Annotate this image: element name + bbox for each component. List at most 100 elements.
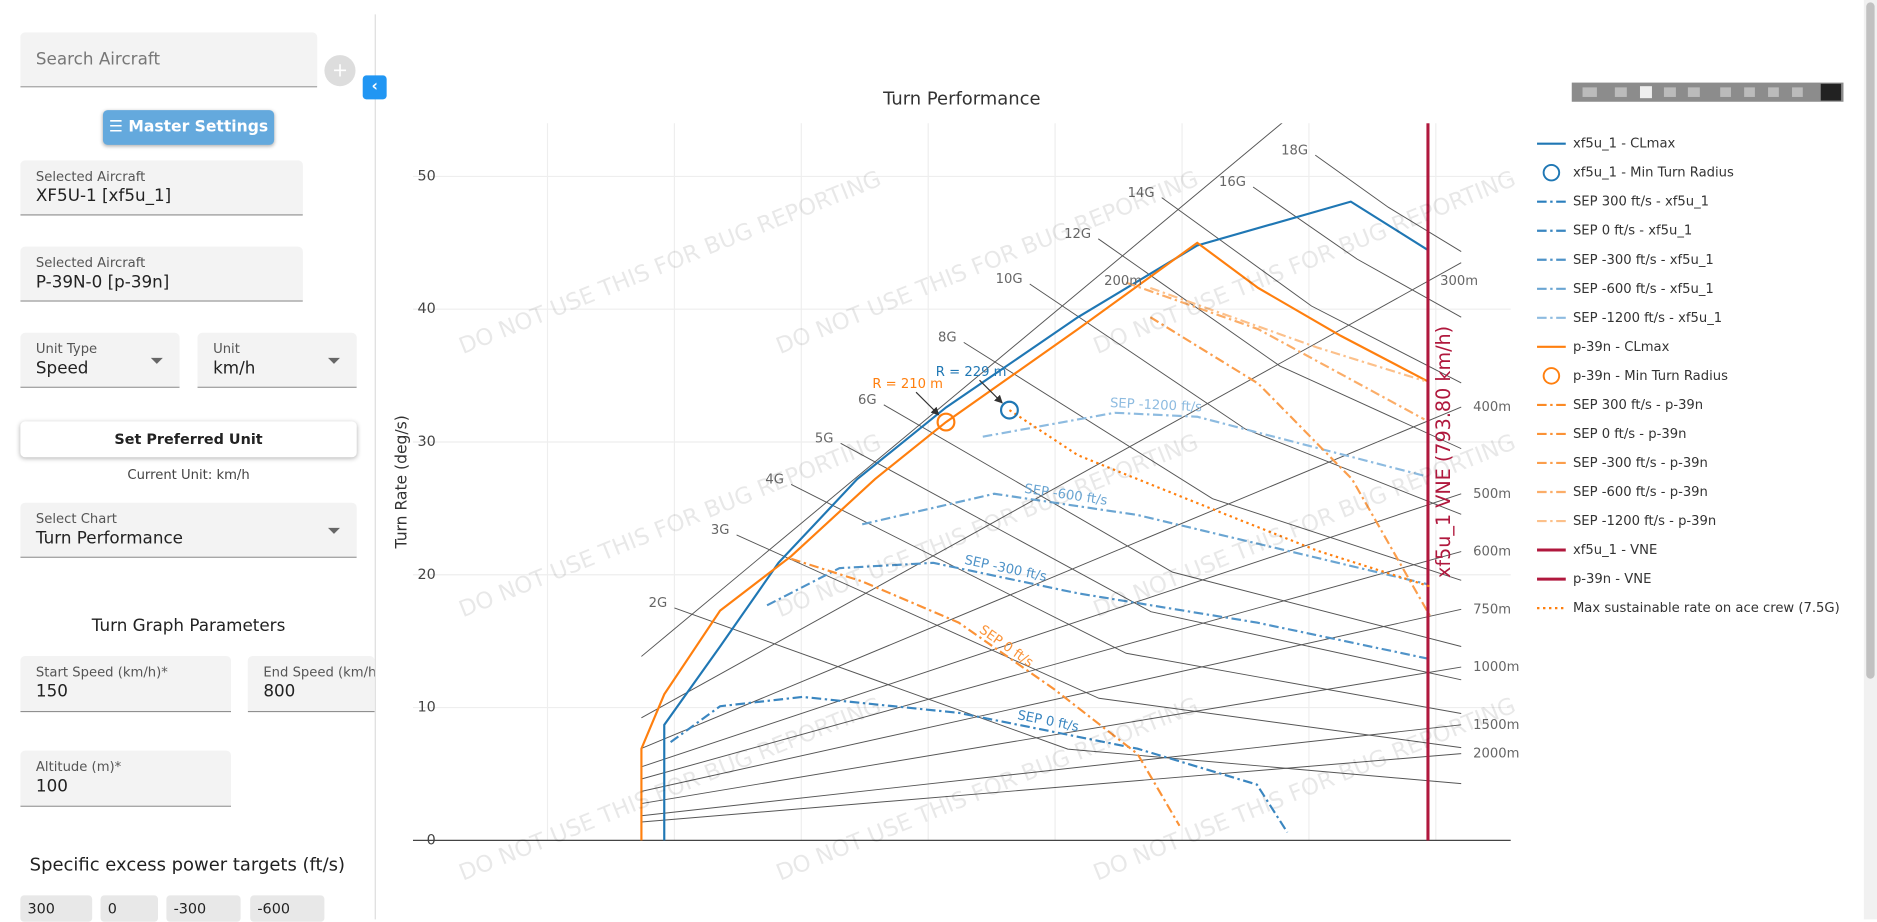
- vne-annotation: xf5u_1 VNE (793.80 km/h): [1432, 326, 1455, 578]
- section-title: Specific excess power targets (ft/s): [29, 853, 345, 876]
- g-load-line: [1029, 283, 1462, 515]
- toolbar-icon[interactable]: [1792, 87, 1803, 97]
- legend-label: SEP -600 ft/s - xf5u_1: [1573, 282, 1714, 297]
- radius-label: 300m: [1440, 274, 1478, 289]
- legend-label: SEP -600 ft/s - p-39n: [1573, 485, 1708, 500]
- search-field[interactable]: Search Aircraft: [20, 32, 318, 88]
- toolbar-icon[interactable]: [1820, 83, 1842, 101]
- toolbar-icon[interactable]: [1663, 87, 1676, 97]
- radius-label: 500m: [1473, 487, 1511, 502]
- g-load-line: [840, 442, 1462, 681]
- min-radius-marker: [999, 400, 1019, 420]
- y-tick-label: 40: [417, 301, 435, 317]
- g-load-label: 6G: [858, 393, 877, 408]
- altitude-input[interactable]: Altitude (m)* 100: [20, 750, 232, 807]
- g-load-line: [1314, 154, 1462, 252]
- g-load-line: [674, 607, 1462, 785]
- y-tick-label: 10: [417, 700, 435, 716]
- g-load-label: 3G: [711, 523, 730, 538]
- add-button[interactable]: +: [324, 55, 356, 87]
- y-axis-label: Turn Rate (deg/s): [393, 415, 411, 549]
- modebar: [1571, 82, 1844, 102]
- scrollbar[interactable]: [1863, 0, 1877, 920]
- toolbar-icon[interactable]: [1744, 87, 1755, 97]
- g-load-label: 18G: [1281, 143, 1308, 158]
- master-settings-button[interactable]: ☰ Master Settings: [102, 110, 275, 145]
- search-placeholder: Search Aircraft: [35, 50, 161, 70]
- radius-label: 1500m: [1473, 718, 1519, 733]
- series-line: [1149, 286, 1425, 382]
- field-label: Unit: [213, 341, 240, 357]
- toolbar-icon[interactable]: [1720, 87, 1731, 97]
- unit-select[interactable]: Unit km/h: [197, 332, 357, 388]
- g-load-line: [1097, 238, 1462, 450]
- aircraft-field[interactable]: Selected Aircraft P-39N-0 [p-39n]: [20, 246, 303, 302]
- sep-chip[interactable]: -600: [250, 895, 325, 922]
- unit-type-select[interactable]: Unit Type Speed: [20, 332, 180, 388]
- field-label: End Speed (km/h)*: [263, 664, 374, 680]
- field-label: Selected Aircraft: [35, 168, 146, 185]
- curve-label: SEP -1200 ft/s: [1110, 396, 1203, 415]
- collapse-button[interactable]: ‹: [362, 75, 387, 100]
- field-value: Speed: [35, 359, 89, 379]
- legend-label: SEP 300 ft/s - xf5u_1: [1573, 195, 1709, 210]
- field-label: Start Speed (km/h)*: [35, 664, 168, 680]
- g-load-line: [1161, 197, 1462, 384]
- g-load-label: 4G: [765, 473, 784, 488]
- field-value: 150: [35, 682, 68, 702]
- current-unit: Current Unit: km/h: [127, 466, 250, 483]
- series-line: [982, 411, 1428, 478]
- dropdown-arrow: [150, 357, 163, 364]
- legend-label: SEP -1200 ft/s - p-39n: [1573, 514, 1716, 529]
- g-load-line: [790, 484, 1462, 715]
- radius-line: [641, 551, 1462, 780]
- scroll-thumb[interactable]: [1866, 2, 1875, 679]
- start-speed-input[interactable]: Start Speed (km/h)* 150: [20, 655, 232, 713]
- g-load-line: [883, 404, 1462, 647]
- end-speed-input[interactable]: End Speed (km/h)* 800: [247, 655, 375, 713]
- chart-select[interactable]: Select Chart Turn Performance: [20, 502, 357, 558]
- toolbar-icon[interactable]: [1639, 86, 1652, 99]
- field-label: Selected Aircraft: [35, 254, 146, 271]
- toolbar-icon[interactable]: [1687, 87, 1700, 97]
- g-load-label: 2G: [649, 596, 668, 611]
- y-tick-label: 0: [427, 832, 436, 848]
- legend-label: xf5u_1 - Min Turn Radius: [1573, 166, 1734, 181]
- radius-line: [641, 608, 1462, 792]
- y-tick-label: 50: [417, 168, 435, 184]
- g-load-label: 14G: [1128, 186, 1155, 201]
- chip-label: -300: [173, 900, 207, 917]
- toolbar-icon[interactable]: [1582, 87, 1597, 97]
- field-label: Unit Type: [35, 341, 98, 357]
- radius-label: 750m: [1473, 602, 1511, 617]
- divider: [374, 14, 376, 920]
- chart: Turn Performance Turn Rate (deg/s) 0 10 20 30…: [393, 82, 1844, 886]
- legend-label: SEP 300 ft/s - p-39n: [1573, 398, 1703, 413]
- radius-line: [641, 262, 1462, 719]
- sep-chip[interactable]: 0: [100, 895, 159, 922]
- legend-label: Max sustainable rate on ace crew (7.5G): [1573, 601, 1840, 616]
- legend-label: p-39n - CLmax: [1573, 340, 1670, 355]
- legend-label: p-39n - Min Turn Radius: [1573, 369, 1728, 384]
- g-load-label: 16G: [1219, 175, 1246, 190]
- chip-label: 0: [107, 900, 117, 917]
- radius-label: 600m: [1473, 545, 1511, 560]
- legend-marker: [1542, 163, 1561, 182]
- toolbar-icon[interactable]: [1768, 87, 1779, 97]
- series-line: [663, 200, 1428, 841]
- toolbar-icon[interactable]: [1614, 87, 1627, 97]
- series-line: [640, 241, 1428, 841]
- series-line: [1008, 409, 1432, 588]
- field-value: P-39N-0 [p-39n]: [35, 272, 170, 293]
- radius-line: [641, 666, 1462, 805]
- field-value: km/h: [213, 359, 256, 379]
- series-line: [669, 695, 1289, 833]
- chart-title: Turn Performance: [882, 88, 1040, 109]
- sep-chip[interactable]: -300: [166, 895, 241, 922]
- aircraft-field[interactable]: Selected Aircraft XF5U-1 [xf5u_1]: [20, 160, 303, 216]
- plot-area: [640, 123, 1462, 841]
- set-preferred-unit-button[interactable]: Set Preferred Unit: [20, 421, 357, 458]
- sep-chip[interactable]: 300: [20, 895, 93, 922]
- radius-line: [641, 406, 1462, 749]
